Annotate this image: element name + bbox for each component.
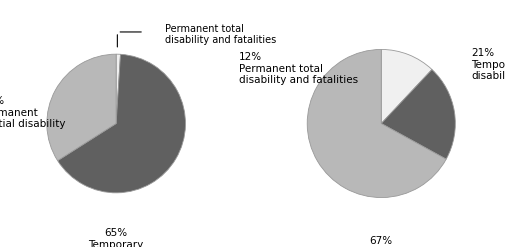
Wedge shape: [47, 54, 116, 161]
Text: 12%
Permanent total
disability and fatalities: 12% Permanent total disability and fatal…: [239, 52, 358, 85]
Text: 65%
Temporary
disability: 65% Temporary disability: [88, 228, 144, 247]
Wedge shape: [381, 69, 456, 159]
Wedge shape: [307, 49, 446, 198]
Text: 34%
Permanent
partial disability: 34% Permanent partial disability: [0, 96, 66, 129]
Text: Permanent total
disability and fatalities: Permanent total disability and fatalitie…: [165, 23, 276, 45]
Text: 21%
Temporary
disability: 21% Temporary disability: [472, 48, 505, 81]
Wedge shape: [381, 49, 432, 124]
Text: 67%
Permanent
partial disability: 67% Permanent partial disability: [339, 236, 424, 247]
Wedge shape: [58, 54, 185, 193]
Wedge shape: [116, 54, 121, 124]
